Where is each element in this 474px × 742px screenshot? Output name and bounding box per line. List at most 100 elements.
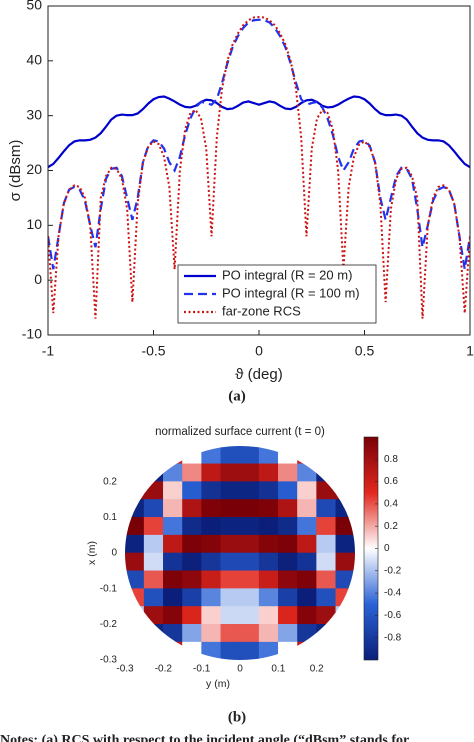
heatmap-cell — [297, 481, 317, 500]
y-tick-label: 50 — [26, 0, 42, 13]
x-tick-label: 1 — [466, 343, 474, 359]
heatmap-cell — [239, 463, 260, 482]
y-tick-label: 0 — [34, 271, 42, 287]
heatmap-cell — [239, 624, 260, 643]
heatmap-cell — [182, 481, 202, 500]
x-tick-label: -0.5 — [141, 343, 165, 359]
y-tick-label: 30 — [26, 106, 42, 122]
heatmap-cell — [258, 641, 279, 660]
heatmap-cell — [297, 463, 317, 482]
heatmap-cell — [297, 499, 317, 518]
heatmap-cell — [125, 570, 145, 589]
heatmap-cell — [163, 570, 183, 589]
heatmap-cell — [316, 517, 337, 536]
heatmap-cell — [258, 588, 279, 607]
colorbar-tick-label: 0.6 — [384, 476, 398, 487]
heatmap-cell — [143, 463, 164, 482]
colorbar-tick-label: 0.8 — [384, 454, 398, 465]
heatmap-cell — [143, 517, 164, 536]
notes: Notes: (a) RCS with respect to the incid… — [0, 733, 409, 742]
heatmap-cell — [201, 606, 222, 625]
legend-label: PO integral (R = 100 m) — [222, 285, 360, 300]
heatmap-cell — [335, 606, 355, 625]
heatmap-cell — [297, 446, 317, 465]
y-tick-label: 20 — [26, 161, 42, 177]
heatmap-cell — [258, 624, 279, 643]
heatmap-cell — [239, 481, 260, 500]
heatmap-cell — [258, 517, 279, 536]
heatmap-cell — [182, 446, 202, 465]
heatmap-cell — [239, 641, 260, 660]
group — [125, 446, 355, 660]
heatmap-cell — [297, 570, 317, 589]
heatmap-cell — [278, 534, 298, 554]
heatmap-cell — [143, 570, 164, 589]
y-axis-label: σ (dBsm) — [7, 140, 24, 202]
series-line — [48, 95, 470, 169]
heatmap-cell — [125, 517, 145, 536]
colorbar-tick-label: -0.4 — [384, 588, 402, 599]
heatmap-cell — [335, 588, 355, 607]
heatmap-cell — [182, 517, 202, 536]
heatmap-cell — [201, 481, 222, 500]
y-tick-label: 0 — [111, 548, 117, 559]
heatmap-cell — [182, 606, 202, 625]
heatmap-cell — [143, 499, 164, 518]
heatmap-cell — [201, 446, 222, 465]
heatmap-cell — [316, 588, 337, 607]
x-tick-label: 0.2 — [310, 664, 324, 675]
heatmap-cell — [258, 463, 279, 482]
heatmap-cell — [239, 570, 260, 589]
heatmap-cell — [163, 552, 183, 572]
legend-label: far-zone RCS — [222, 303, 301, 318]
heatmap-cell — [335, 570, 355, 589]
heatmap-cell — [220, 499, 241, 518]
heatmap-cell — [335, 481, 355, 500]
heatmap-cell — [278, 552, 298, 572]
y-tick-label: 0.2 — [103, 476, 117, 487]
legend-label: PO integral (R = 20 m) — [222, 267, 352, 282]
heatmap-cell — [239, 534, 260, 554]
x-tick-label: -0.3 — [116, 664, 134, 675]
series-line — [48, 15, 470, 319]
heatmap-cell — [316, 552, 337, 572]
heatmap-cell — [335, 534, 355, 554]
heatmap-cell — [278, 499, 298, 518]
heatmap-cell — [278, 481, 298, 500]
heatmap-cell — [316, 481, 337, 500]
heatmap-cell — [278, 517, 298, 536]
heatmap-cell — [143, 552, 164, 572]
heatmap-cell — [182, 641, 202, 660]
heatmap-cell — [220, 570, 241, 589]
heatmap-cell — [258, 534, 279, 554]
colorbar-tick-label: 0.4 — [384, 499, 398, 510]
heatmap-cell — [278, 570, 298, 589]
heatmap-cell — [125, 481, 145, 500]
y-tick-label: 10 — [26, 216, 42, 232]
heatmap-cell — [258, 499, 279, 518]
heatmap-cell — [239, 552, 260, 572]
heatmap-cell — [201, 588, 222, 607]
colorbar-tick-label: 0.2 — [384, 521, 398, 532]
y-tick-label: -0.1 — [100, 583, 118, 594]
colorbar-tick-label: 0 — [384, 543, 390, 554]
heatmap-cell — [182, 570, 202, 589]
heatmap-cell — [163, 517, 183, 536]
x-tick-label: 0.5 — [355, 343, 375, 359]
heatmap-cell — [335, 517, 355, 536]
heatmap-cell — [125, 606, 145, 625]
heatmap-cell — [297, 588, 317, 607]
heatmap-cell — [220, 552, 241, 572]
heatmap-cell — [125, 588, 145, 607]
x-axis-label: ϑ (deg) — [235, 366, 282, 383]
heatmap-cell — [297, 606, 317, 625]
heatmap-cell — [316, 606, 337, 625]
heatmap-cell — [278, 588, 298, 607]
heatmap-cell — [278, 606, 298, 625]
heatmap-cell — [258, 570, 279, 589]
heatmap-cell — [239, 446, 260, 465]
heatmap-cell — [163, 481, 183, 500]
heatmap-cell — [163, 499, 183, 518]
heatmap-cell — [297, 624, 317, 643]
